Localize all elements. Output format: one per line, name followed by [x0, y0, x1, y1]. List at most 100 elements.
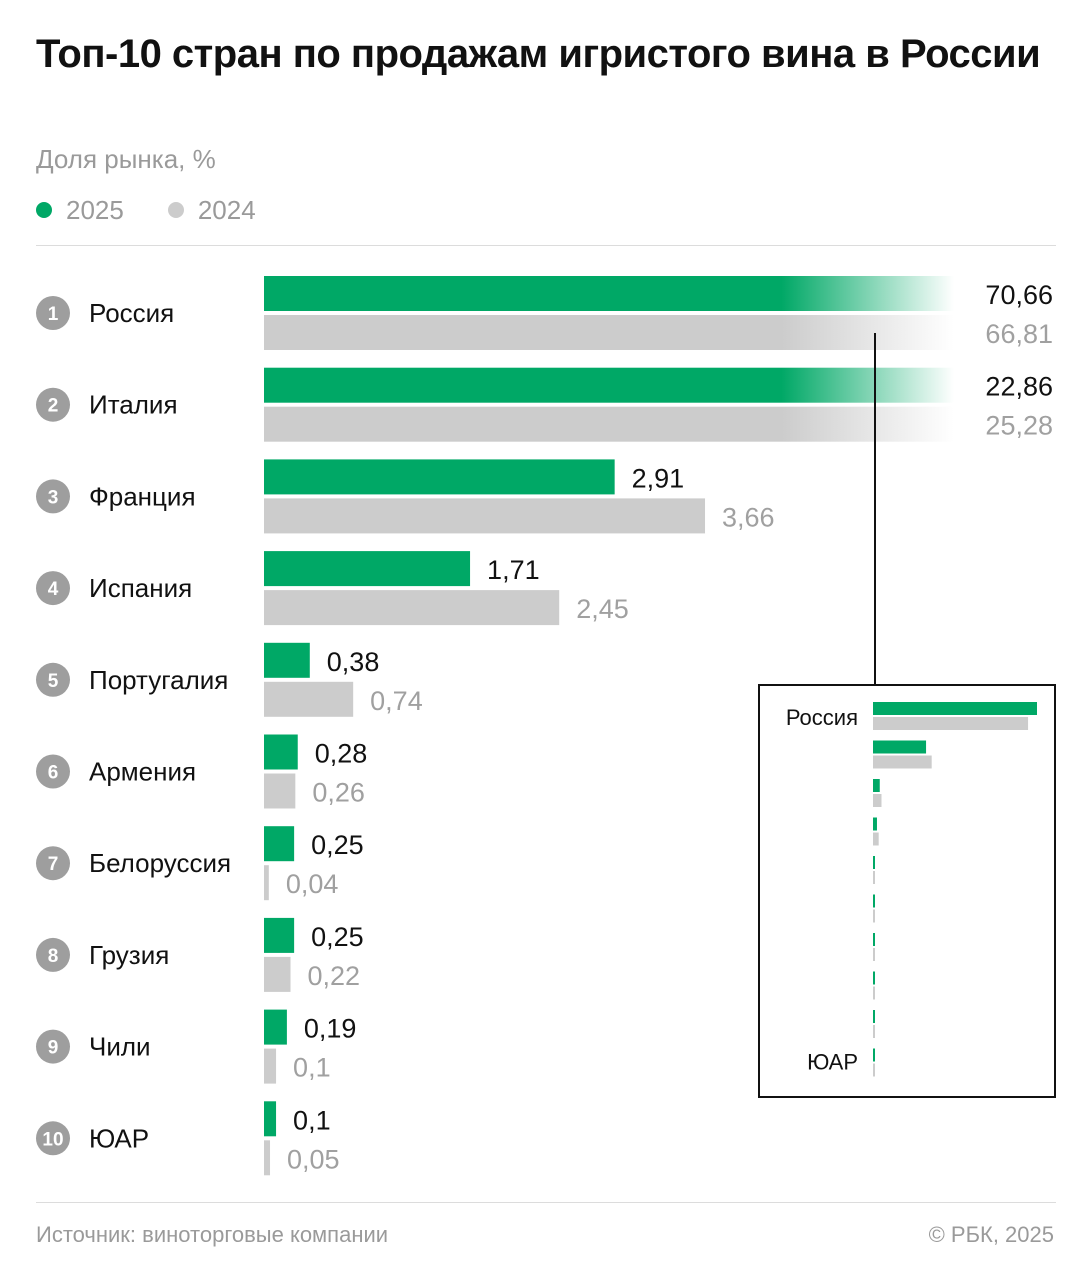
data-label-2025: 70,66: [985, 280, 1053, 310]
bar-row-8: 8 Грузия 0,25 0,22: [36, 917, 364, 992]
data-label-2024: 0,04: [286, 869, 339, 899]
bar-2025: [264, 551, 471, 587]
legend-label-2025: 2025: [66, 194, 124, 225]
inset-bar-2025: [873, 856, 875, 869]
inset-row-10: [873, 1048, 875, 1077]
rank-number: 4: [48, 579, 59, 600]
bar-row-3: 3 Франция 2,91 3,66: [36, 459, 775, 534]
bar-2024: [264, 498, 706, 534]
rank-number: 6: [48, 763, 59, 784]
inset-bar-2024: [873, 755, 932, 769]
bar-2025: [264, 1009, 287, 1045]
legend-item-2024: 2024: [167, 195, 256, 226]
bar-row-4: 4 Испания 1,71 2,45: [36, 551, 629, 626]
copyright-note: © РБК, 2025: [928, 1222, 1054, 1247]
inset-bar-2024: [873, 909, 875, 923]
inset-row-1: [873, 702, 1037, 730]
bottom-divider: [36, 1202, 1056, 1203]
legend-dot-2024: [167, 202, 184, 218]
inset-row-8: [873, 971, 875, 1000]
category-label: Чили: [89, 1032, 151, 1062]
data-label-2024: 0,1: [293, 1053, 331, 1083]
data-label-2025: 0,1: [293, 1105, 331, 1135]
bar-2024: [264, 1048, 277, 1084]
inset-bar-2024: [873, 717, 1029, 730]
data-label-2024: 0,26: [312, 778, 365, 808]
data-label-2024: 0,74: [370, 686, 423, 716]
chart-title: Топ-10 стран по продажам игристого вина …: [36, 32, 1041, 76]
inset-label-last: ЮАР: [807, 1050, 858, 1075]
inset-bar-2024: [873, 1063, 875, 1077]
bar-row-5: 5 Португалия 0,38 0,74: [36, 642, 423, 717]
inset-bar-2025: [873, 740, 927, 754]
bar-2025: [264, 459, 615, 495]
source-note: Источник: виноторговые компании: [36, 1222, 389, 1247]
inset-frame: [758, 684, 1056, 1098]
rank-badge: [36, 1029, 70, 1064]
inset-bar-2025: [873, 1048, 875, 1062]
bar-2024: [264, 773, 296, 809]
rank-number: 5: [48, 671, 59, 692]
inset-row-4: [873, 817, 879, 846]
rank-badge: [36, 387, 70, 422]
data-label-2025: 0,38: [327, 647, 380, 677]
category-label: ЮАР: [89, 1123, 149, 1153]
inset-row-5: [873, 856, 875, 884]
data-label-2025: 0,25: [311, 922, 364, 952]
bar-2025: [264, 642, 310, 678]
rank-number: 10: [42, 1129, 63, 1150]
bar-row-10: 10 ЮАР 0,1 0,05: [36, 1101, 340, 1176]
category-label: Армения: [89, 757, 196, 787]
inset-bar-2024: [873, 986, 875, 1000]
rank-number: 3: [48, 487, 59, 508]
bar-2025: [264, 917, 295, 953]
category-label: Франция: [89, 481, 196, 511]
rank-number: 1: [48, 304, 59, 325]
data-label-2024: 66,81: [985, 319, 1053, 349]
rank-badge: [36, 571, 70, 606]
inset-bar-2025: [873, 933, 875, 946]
category-label: Россия: [89, 298, 174, 328]
rank-number: 7: [48, 854, 59, 875]
rank-number: 9: [48, 1038, 59, 1059]
inset-bar-2025: [873, 894, 875, 908]
rank-badge: [36, 846, 70, 881]
data-label-2025: 2,91: [632, 463, 685, 493]
bar-2024: [264, 590, 560, 626]
inset-row-6: [873, 894, 875, 923]
bar-2024: [264, 315, 954, 350]
inset-row-3: [873, 779, 882, 807]
data-label-2025: 0,28: [315, 739, 368, 769]
category-label: Португалия: [89, 665, 228, 695]
data-label-2024: 3,66: [722, 502, 775, 532]
inset-row-9: [873, 1010, 875, 1038]
category-label: Италия: [89, 390, 178, 420]
bar-row-1: 1 Россия 70,66 66,81: [36, 276, 1053, 350]
rank-number: 8: [48, 946, 59, 967]
rank-badge: [36, 479, 70, 514]
inset-bar-2024: [873, 1025, 875, 1038]
data-label-2025: 0,19: [304, 1014, 357, 1044]
bar-row-9: 9 Чили 0,19 0,1: [36, 1009, 357, 1084]
data-label-2024: 0,05: [287, 1144, 340, 1174]
rank-badge: [36, 754, 70, 789]
bar-2025: [264, 367, 954, 403]
inset-bar-2024: [873, 948, 875, 961]
bar-2025: [264, 734, 298, 770]
data-label-2024: 2,45: [576, 594, 629, 624]
inset-bar-2025: [873, 971, 875, 985]
bar-2025: [264, 1101, 277, 1137]
inset-bar-2025: [873, 779, 880, 792]
data-label-2025: 22,86: [985, 372, 1053, 402]
bar-row-2: 2 Италия 22,86 25,28: [36, 367, 1053, 442]
bar-2024: [264, 1140, 271, 1176]
rank-badge: [36, 662, 70, 697]
bar-2024: [264, 406, 954, 442]
inset-bar-2025: [873, 817, 877, 831]
bar-2024: [264, 681, 354, 717]
legend: 2025 2024: [36, 192, 300, 228]
inset-bar-2024: [873, 794, 882, 807]
bar-row-6: 6 Армения 0,28 0,26: [36, 734, 368, 809]
inset-bar-2024: [873, 832, 879, 846]
